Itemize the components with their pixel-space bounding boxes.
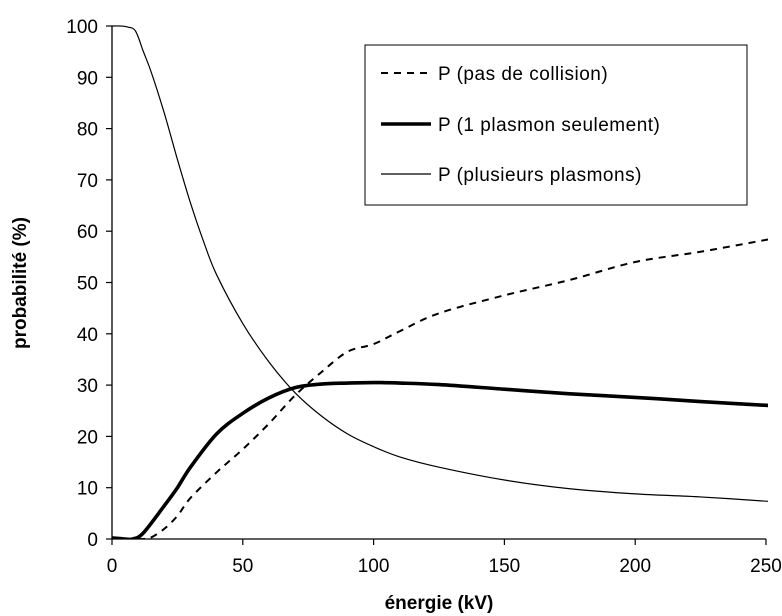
x-tick-label: 250 [750,556,782,577]
series-line-dashed [112,238,768,539]
y-tick-label: 0 [87,530,98,551]
y-tick-label: 70 [77,171,98,192]
y-tick-label: 50 [77,274,98,295]
series-lines [112,25,768,539]
x-tick-label: 50 [232,556,253,577]
y-tick-label: 40 [77,325,98,346]
y-tick-label: 10 [77,479,98,500]
legend: P (pas de collision) P (1 plasmon seuleme… [364,44,748,206]
series-line-thin [112,25,768,502]
y-tick-label: 20 [77,427,98,448]
legend-label: P (plusieurs plasmons) [438,165,642,186]
y-tick-label: 80 [77,120,98,141]
x-tick-label: 150 [489,556,521,577]
legend-label: P (1 plasmon seulement) [438,115,660,136]
x-tick-label: 100 [358,556,390,577]
legend-label: P (pas de collision) [438,64,608,85]
y-tick-label: 60 [77,222,98,243]
series-line-thick [112,380,768,539]
y-tick-label: 30 [77,376,98,397]
y-axis-title: probabilité (%) [10,217,31,349]
ticks: 0 10 20 30 40 50 60 70 80 90 100 0 50 100 150 200 250 [66,17,782,577]
x-tick-label: 0 [107,556,118,577]
x-axis-title: énergie (kV) [385,593,494,614]
y-tick-label: 90 [77,68,98,89]
y-tick-label: 100 [66,17,98,38]
x-tick-label: 200 [619,556,651,577]
